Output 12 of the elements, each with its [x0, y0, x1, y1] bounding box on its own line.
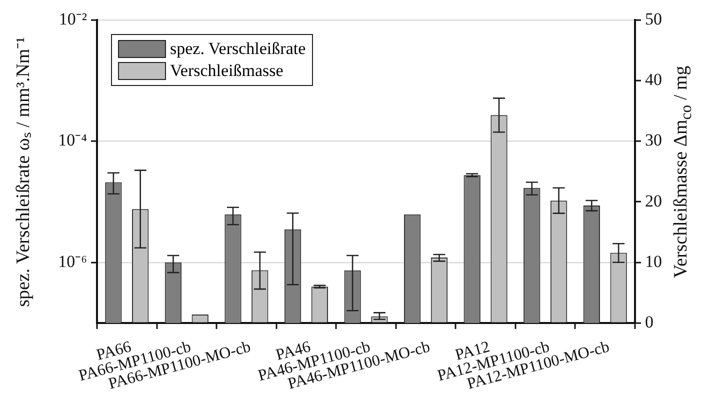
y-tick-label: 10⁻⁴: [58, 130, 88, 150]
y-axis-title: spez. Verschleißrate ωₛ / mm³.Nm⁻¹: [12, 36, 35, 306]
legend-label: Verschleißmasse: [170, 61, 284, 81]
y-tick-label: 10⁻⁶: [58, 252, 88, 271]
y2-tick-label: 20: [645, 191, 662, 210]
y2-tick-label: 30: [645, 130, 662, 150]
y2-tick-label: 0: [645, 312, 654, 332]
y-tick-label: 10⁻²: [58, 9, 87, 28]
y2-tick-label: 50: [645, 9, 662, 28]
y2-tick-label: 10: [645, 252, 662, 271]
y2-tick-label: 40: [645, 70, 662, 90]
legend-label: spez. Verschleißrate: [170, 39, 306, 59]
